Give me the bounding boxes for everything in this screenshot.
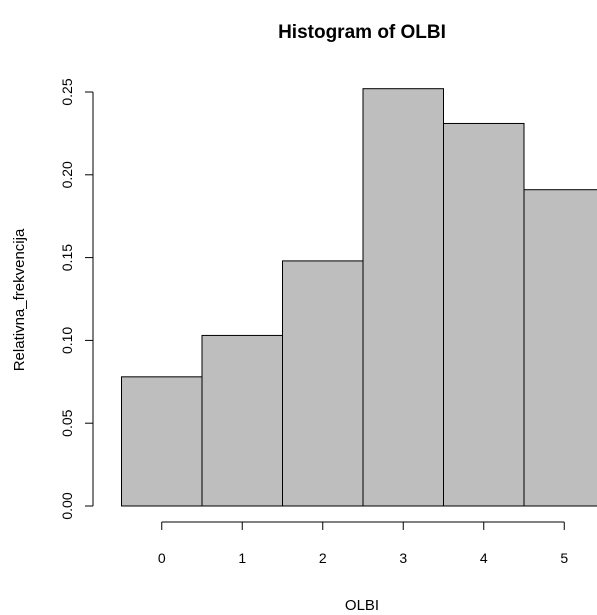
y-tick-label: 0.00 — [59, 492, 75, 519]
bar-2 — [282, 260, 364, 507]
x-tick-label: 4 — [480, 550, 488, 566]
y-tick-label: 0.15 — [59, 244, 75, 271]
y-axis-label: Relativna_frekvencija — [11, 228, 28, 371]
bars-group — [121, 88, 597, 507]
x-tick-label: 3 — [399, 550, 407, 566]
x-axis: 0 1 2 3 4 5 — [158, 521, 568, 566]
x-tick-label: 2 — [319, 550, 327, 566]
y-tick-label: 0.05 — [59, 409, 75, 436]
bar-3 — [362, 88, 444, 507]
y-axis: 0.00 0.05 0.10 0.15 0.20 0.25 — [59, 78, 94, 520]
bar-0 — [121, 376, 203, 507]
chart-title: Histogram of OLBI — [278, 22, 446, 43]
x-tick-label: 5 — [560, 550, 568, 566]
bar-5 — [523, 189, 597, 507]
x-tick-label: 0 — [158, 550, 166, 566]
y-tick-label: 0.25 — [59, 78, 75, 105]
bar-1 — [201, 334, 283, 507]
x-axis-label: OLBI — [345, 597, 379, 614]
bar-4 — [443, 122, 525, 507]
y-tick-label: 0.10 — [59, 327, 75, 354]
x-tick-label: 1 — [238, 550, 246, 566]
y-tick-label: 0.20 — [59, 161, 75, 188]
